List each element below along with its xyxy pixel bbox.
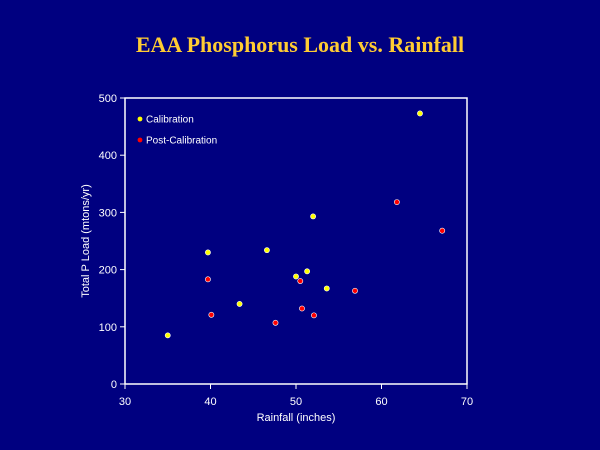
- y-tick-label: 400: [99, 150, 117, 162]
- y-axis: 0 100 200 300 400 500: [99, 93, 125, 391]
- x-tick-label: 50: [290, 396, 302, 408]
- x-tick-label: 60: [375, 396, 387, 408]
- y-tick-label: 300: [99, 207, 117, 219]
- post-calibration-point: [311, 312, 317, 319]
- calibration-point: [236, 301, 243, 307]
- y-tick-label: 0: [111, 379, 117, 391]
- post-calibration-point: [297, 278, 304, 284]
- post-calibration-point: [393, 199, 400, 206]
- calibration-point: [323, 285, 330, 292]
- x-tick-label: 30: [119, 396, 131, 408]
- calibration-point: [293, 273, 299, 280]
- legend-marker-calibration: [137, 116, 143, 122]
- x-axis-title: Rainfall (inches): [257, 412, 336, 424]
- post-calibration-point: [299, 305, 305, 312]
- calibration-point: [417, 110, 423, 117]
- y-tick-label: 100: [99, 322, 117, 334]
- legend-label-calibration: Calibration: [146, 115, 194, 126]
- calibration-point: [264, 247, 270, 254]
- legend: Calibration Post-Calibration: [137, 115, 217, 147]
- data-points: [164, 110, 446, 339]
- post-calibration-point: [272, 319, 279, 326]
- x-tick-label: 40: [204, 396, 216, 408]
- chart-title: EAA Phosphorus Load vs. Rainfall: [135, 32, 465, 57]
- post-calibration-point: [205, 276, 211, 283]
- y-tick-label: 500: [99, 93, 117, 105]
- y-axis-title: Total P Load (mtons/yr): [80, 184, 92, 298]
- calibration-point: [164, 332, 171, 339]
- calibration-point: [304, 268, 311, 275]
- post-calibration-point: [352, 287, 358, 294]
- post-calibration-point: [208, 311, 215, 318]
- x-tick-label: 70: [461, 396, 473, 408]
- legend-label-post-calibration: Post-Calibration: [146, 136, 217, 147]
- x-axis: 30 40 50 60 70: [119, 384, 473, 408]
- y-tick-label: 200: [99, 265, 117, 277]
- calibration-point: [310, 213, 316, 220]
- legend-marker-post-calibration: [137, 137, 143, 143]
- post-calibration-point: [439, 227, 446, 234]
- calibration-point: [205, 249, 211, 256]
